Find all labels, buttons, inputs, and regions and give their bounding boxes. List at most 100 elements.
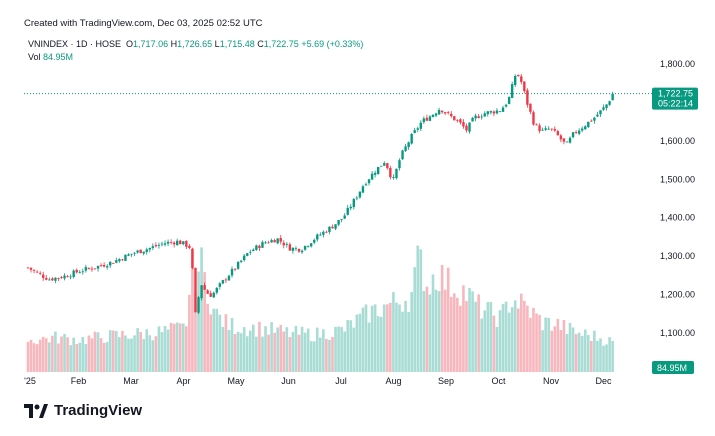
candle-body bbox=[349, 206, 352, 209]
candle-body bbox=[273, 240, 276, 243]
candle-body bbox=[489, 111, 493, 113]
volume-bar bbox=[191, 249, 194, 372]
candle-body bbox=[300, 250, 304, 253]
candle bbox=[574, 130, 578, 135]
candle bbox=[605, 104, 608, 111]
volume-bar bbox=[154, 336, 158, 372]
volume-bar bbox=[242, 327, 246, 372]
volume-bar bbox=[273, 332, 276, 372]
candle bbox=[389, 165, 392, 180]
volume-bar bbox=[416, 245, 420, 372]
candle bbox=[102, 262, 106, 268]
volume-bar bbox=[580, 335, 584, 372]
candle bbox=[465, 123, 468, 133]
volume-bar bbox=[151, 340, 155, 372]
volume-bar bbox=[212, 308, 216, 372]
candle-body bbox=[550, 128, 553, 130]
candle bbox=[316, 233, 319, 242]
candle bbox=[206, 289, 209, 294]
volume-bar bbox=[148, 335, 152, 372]
volume-bar bbox=[510, 307, 514, 372]
volume-bar bbox=[84, 344, 88, 372]
volume-bar bbox=[553, 326, 557, 372]
volume-bar bbox=[300, 326, 304, 372]
candle bbox=[200, 285, 203, 301]
volume-bar bbox=[44, 338, 48, 372]
candle bbox=[483, 111, 486, 117]
y-tick-label: 1,600.00 bbox=[660, 136, 695, 146]
candle bbox=[236, 260, 240, 270]
symbol-name[interactable]: VNINDEX · 1D · HOSE bbox=[28, 39, 122, 49]
candle-body bbox=[96, 265, 100, 269]
volume-bar bbox=[495, 327, 499, 372]
candle-body bbox=[392, 177, 395, 178]
candle bbox=[340, 219, 343, 223]
volume-bar bbox=[401, 311, 404, 372]
volume-bar bbox=[54, 331, 57, 372]
volume-bar bbox=[322, 329, 325, 372]
candle-body bbox=[212, 292, 215, 298]
candle-body bbox=[285, 243, 289, 245]
candle bbox=[453, 115, 456, 121]
volume-bar bbox=[462, 285, 465, 372]
candle-body bbox=[215, 287, 218, 293]
candle bbox=[157, 242, 161, 249]
volume-bar bbox=[294, 325, 298, 372]
candle bbox=[380, 165, 383, 167]
candle-body bbox=[60, 277, 63, 279]
volume-bar bbox=[48, 342, 51, 372]
x-tick-label: Mar bbox=[123, 376, 139, 386]
candle-body bbox=[559, 135, 563, 140]
volume-label: Vol bbox=[28, 52, 41, 62]
candle bbox=[242, 253, 246, 262]
volume-bar bbox=[535, 313, 538, 372]
candle-body bbox=[571, 132, 575, 138]
volume-bar bbox=[373, 304, 377, 372]
candle-body bbox=[258, 245, 261, 249]
candle bbox=[425, 114, 429, 122]
volume-bar bbox=[188, 294, 191, 372]
low-value: 1,715.48 bbox=[219, 39, 255, 49]
candle-body bbox=[157, 244, 161, 246]
volume-bar bbox=[255, 336, 258, 372]
volume-bar bbox=[142, 338, 146, 372]
y-tick-label: 1,200.00 bbox=[660, 290, 695, 300]
volume-bar bbox=[233, 334, 237, 372]
candle-body bbox=[121, 259, 124, 261]
candle bbox=[501, 105, 505, 112]
candle-body bbox=[608, 101, 611, 105]
candle-body bbox=[465, 125, 468, 131]
candle-body bbox=[87, 268, 91, 270]
volume-bar bbox=[261, 336, 264, 372]
y-tick-label: 1,500.00 bbox=[660, 174, 695, 184]
candle-body bbox=[270, 240, 273, 243]
candle bbox=[194, 267, 197, 313]
volume-bar bbox=[392, 292, 395, 372]
candle-body bbox=[63, 275, 66, 279]
candle-body bbox=[32, 269, 36, 271]
volume-bar bbox=[319, 337, 322, 372]
candle bbox=[331, 224, 334, 229]
candle-body bbox=[118, 259, 121, 262]
volume-bar bbox=[593, 330, 596, 372]
candle-body bbox=[35, 271, 39, 273]
volume-bar bbox=[160, 332, 164, 372]
candle-body bbox=[453, 116, 456, 121]
candle bbox=[300, 249, 304, 254]
volume-bar bbox=[215, 308, 219, 372]
brand[interactable]: TradingView bbox=[24, 402, 142, 419]
y-tick-label: 1,100.00 bbox=[660, 328, 695, 338]
volume-bar bbox=[386, 304, 389, 372]
candle bbox=[571, 131, 575, 139]
volume-bar bbox=[115, 330, 118, 372]
volume-bar bbox=[395, 302, 398, 372]
candle-body bbox=[416, 128, 419, 130]
candle bbox=[504, 103, 508, 108]
volume-bar bbox=[41, 336, 45, 372]
candle-body bbox=[596, 114, 599, 117]
candle bbox=[145, 247, 148, 255]
candle-body bbox=[242, 255, 246, 261]
candle bbox=[188, 244, 191, 250]
time-axis[interactable]: '25 Feb Mar Apr May Jun Jul Aug Sep Oct Nov Dec bbox=[24, 376, 612, 386]
